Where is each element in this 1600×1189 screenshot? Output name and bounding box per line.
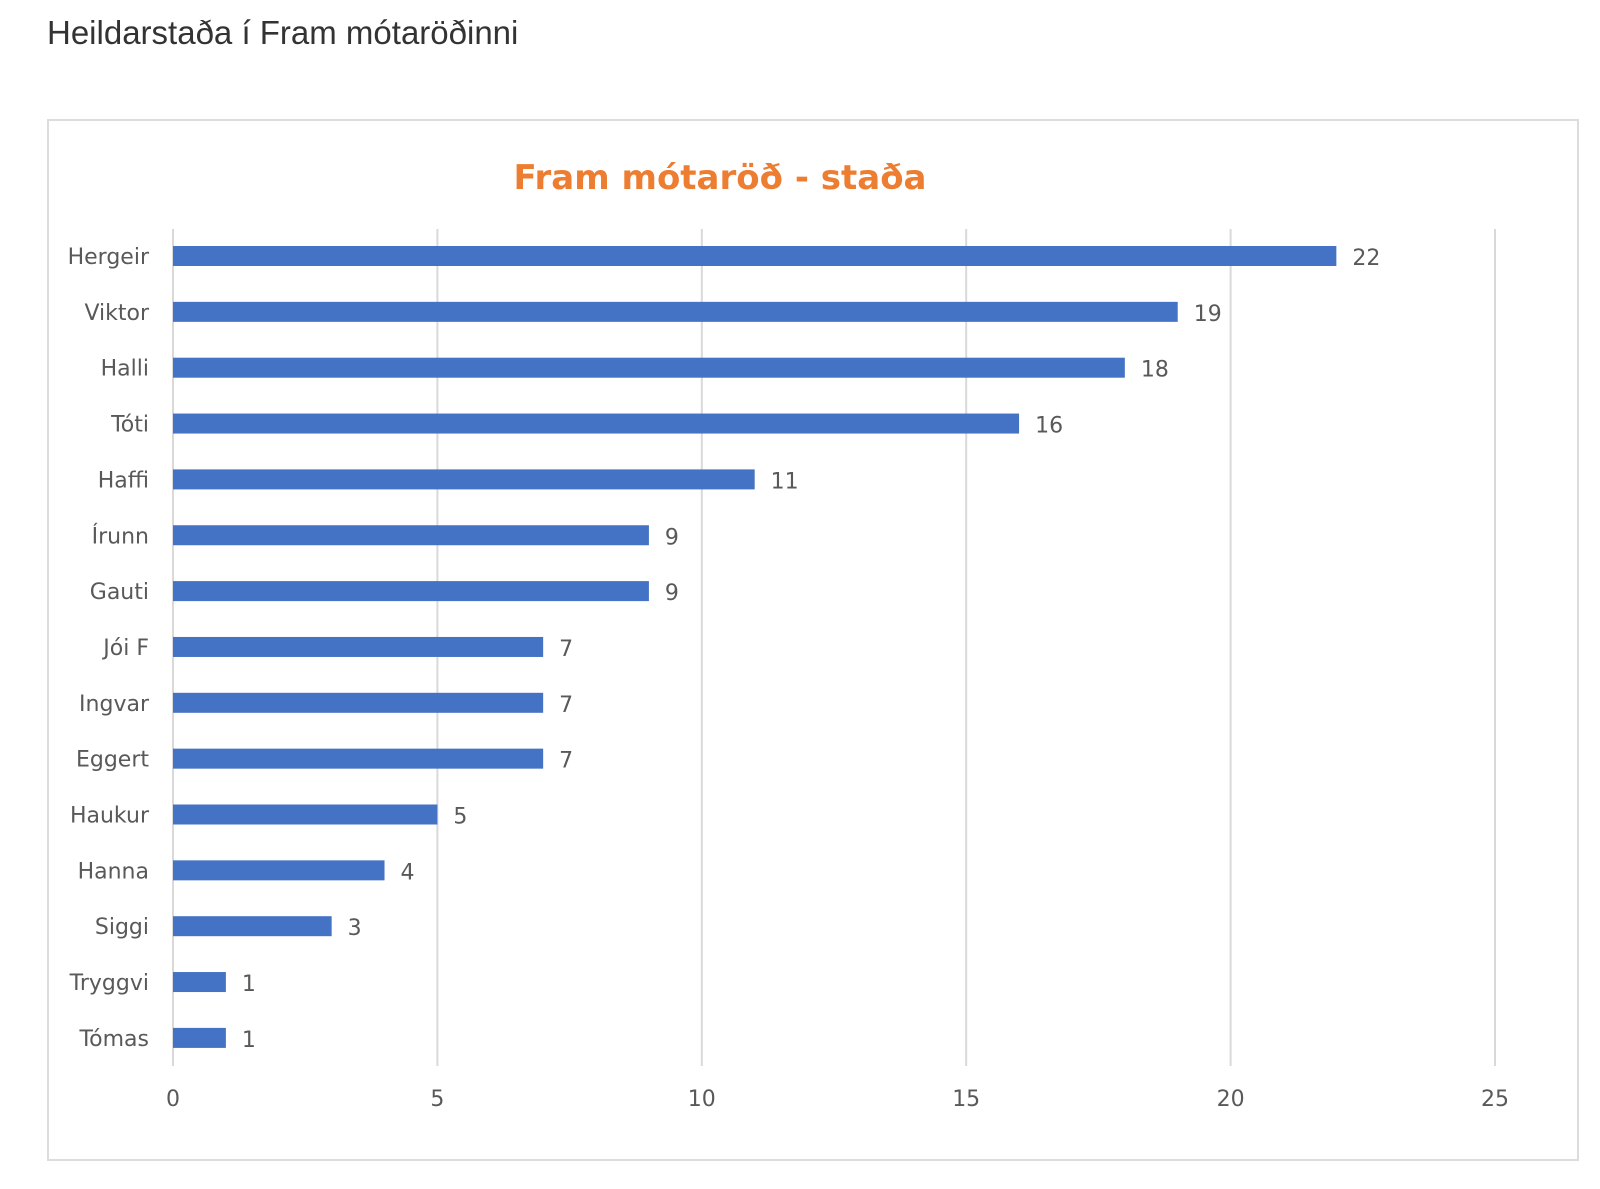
category-label: Tóti: [110, 413, 149, 438]
bar: [173, 469, 755, 490]
value-label: 1: [242, 972, 256, 997]
bar: [173, 581, 649, 602]
category-labels: Hergeir Viktor Halli Tóti Haffi Írunn Gauti Jói…: [68, 245, 150, 1052]
category-label: Tryggvi: [69, 971, 149, 996]
bars: [173, 246, 1337, 1048]
bar: [173, 301, 1178, 322]
value-label: 1: [242, 1028, 256, 1053]
category-label: Hanna: [78, 859, 149, 884]
value-label: 7: [559, 693, 573, 718]
category-label: Hergeir: [68, 245, 150, 270]
x-tick-label-10: 10: [688, 1087, 716, 1112]
bar: [173, 916, 332, 937]
value-label: 22: [1352, 246, 1380, 271]
value-label: 18: [1141, 358, 1169, 383]
x-tick-label-25: 25: [1481, 1087, 1509, 1112]
x-tick-label-5: 5: [430, 1087, 444, 1112]
category-label: Viktor: [84, 301, 150, 326]
chart-title: Fram mótaröð - staða: [513, 158, 926, 198]
bar: [173, 692, 544, 713]
x-tick-label-20: 20: [1217, 1087, 1245, 1112]
category-label: Ingvar: [79, 692, 150, 717]
category-label: Haukur: [70, 804, 150, 829]
x-tick-label-0: 0: [166, 1087, 180, 1112]
bar: [173, 972, 226, 993]
value-label: 9: [665, 525, 679, 550]
x-axis-tick-labels: 0 5 10 15 20 25: [166, 1087, 1509, 1112]
value-label: 5: [453, 805, 467, 830]
bar: [173, 860, 385, 881]
value-label: 4: [401, 860, 415, 885]
x-tick-label-15: 15: [952, 1087, 980, 1112]
bar: [173, 525, 649, 546]
bar: [173, 1027, 226, 1048]
category-label: Jói F: [101, 636, 149, 661]
category-label: Eggert: [76, 748, 149, 773]
value-label: 7: [559, 637, 573, 662]
category-label: Tómas: [78, 1027, 149, 1052]
category-label: Siggi: [95, 915, 149, 940]
category-label: Halli: [101, 357, 149, 382]
value-label: 16: [1035, 414, 1063, 439]
value-label: 9: [665, 581, 679, 606]
value-label: 7: [559, 749, 573, 774]
bar: [173, 636, 544, 657]
page-heading: Heildarstaða í Fram mótaröðinni: [47, 14, 519, 51]
bar: [173, 357, 1125, 378]
bar: [173, 748, 544, 769]
value-label: 19: [1194, 302, 1222, 327]
bar: [173, 804, 438, 825]
bar: [173, 413, 1020, 434]
bar: [173, 246, 1337, 266]
category-label: Írunn: [92, 523, 149, 549]
category-label: Gauti: [90, 580, 149, 605]
category-label: Haffi: [98, 468, 149, 493]
value-label: 3: [348, 916, 362, 941]
value-label: 11: [771, 469, 799, 494]
chart-frame: Fram mótaröð - staða Hergeir Viktor Halli T…: [47, 119, 1579, 1161]
bar-chart: Fram mótaröð - staða Hergeir Viktor Halli T…: [68, 158, 1509, 1112]
